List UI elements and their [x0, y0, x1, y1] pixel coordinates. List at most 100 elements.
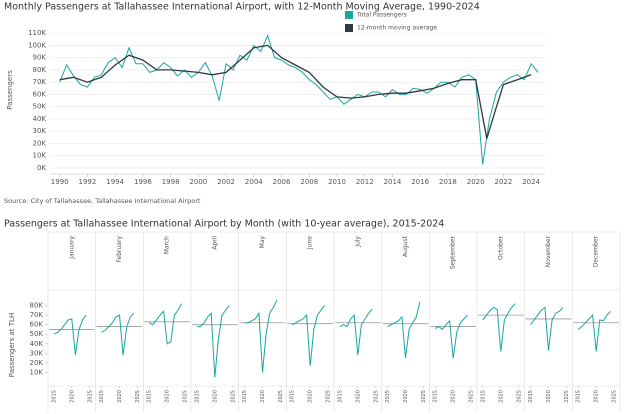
panel-label: September [450, 235, 457, 269]
y-tick-label: 20K [30, 359, 44, 367]
x-tick-label: 2000 [189, 178, 207, 186]
y-tick-label: 40K [33, 115, 47, 123]
legend-swatch [345, 24, 353, 32]
x-tick-label: 2025 [421, 390, 427, 403]
x-tick-label: 2020 [308, 390, 314, 403]
x-tick-label: 2015 [194, 390, 200, 403]
panel-label: July [354, 236, 361, 248]
y-tick-label: 70K [30, 311, 44, 319]
x-tick-label: 2015 [147, 390, 153, 403]
x-tick-label: 2020 [117, 390, 123, 403]
x-tick-label: 2025 [373, 390, 379, 403]
y-tick-label: 110K [28, 29, 46, 37]
panel-label: November [545, 235, 552, 267]
x-tick-label: 2004 [245, 178, 263, 186]
y-tick-label: 20K [33, 139, 47, 147]
x-tick-label: 2025 [612, 390, 618, 403]
panel-label: March [164, 236, 171, 254]
x-tick-label: 2006 [273, 178, 291, 186]
panel-label: January [68, 236, 75, 260]
y-tick-label: 80K [33, 66, 47, 74]
y-tick-label: 70K [33, 78, 47, 86]
x-tick-label: 2016 [411, 178, 429, 186]
line-series [101, 312, 135, 356]
x-tick-label: 2015 [480, 390, 486, 403]
y-tick-label: 60K [30, 321, 44, 329]
panel-label: May [259, 236, 266, 249]
x-tick-label: 2020 [498, 390, 504, 403]
y-tick-label: 0K [37, 164, 46, 172]
x-tick-label: 2018 [439, 178, 457, 186]
y-tick-label: 100K [28, 41, 46, 49]
x-tick-label: 2025 [469, 390, 475, 403]
y-tick-label: 30K [30, 349, 44, 357]
x-tick-label: 2015 [433, 390, 439, 403]
line-series [530, 306, 564, 351]
y-tick-label: 40K [30, 340, 44, 348]
x-tick-label: 2020 [451, 390, 457, 403]
panel-label: October [497, 235, 504, 260]
x-tick-label: 2025 [87, 390, 93, 403]
x-tick-label: 2020 [546, 390, 552, 403]
x-tick-label: 1998 [162, 178, 180, 186]
x-tick-label: 2014 [384, 178, 402, 186]
x-tick-label: 2015 [385, 390, 391, 403]
panel-label: February [116, 236, 123, 263]
y-tick-label: 10K [30, 368, 44, 376]
y-tick-label: 50K [30, 330, 44, 338]
x-tick-label: 2020 [212, 390, 218, 403]
line-series [148, 303, 182, 345]
line-series [291, 305, 325, 366]
legend-swatch [345, 11, 353, 19]
x-tick-label: 1992 [79, 178, 97, 186]
x-tick-label: 2015 [528, 390, 534, 403]
x-tick-label: 2015 [290, 390, 296, 403]
x-tick-label: 2020 [403, 390, 409, 403]
x-tick-label: 2015 [576, 390, 582, 403]
y-tick-label: 90K [33, 54, 47, 62]
line-series [196, 305, 230, 378]
panel-label: August [402, 235, 409, 257]
legend-label: Total Passengers [356, 12, 407, 19]
x-tick-label: 2025 [564, 390, 570, 403]
panel-label: June [307, 236, 314, 250]
x-tick-label: 2020 [165, 390, 171, 403]
x-tick-label: 2025 [516, 390, 522, 403]
line-series [59, 44, 532, 139]
y-tick-label: 30K [33, 127, 47, 135]
x-tick-label: 2020 [69, 390, 75, 403]
x-tick-label: 2025 [326, 390, 332, 403]
x-tick-label: 2012 [356, 178, 374, 186]
y-tick-label: 10K [33, 152, 47, 160]
line-series [482, 303, 516, 352]
chart-title: Monthly Passengers at Tallahassee Intern… [4, 2, 480, 13]
x-tick-label: 1994 [106, 178, 124, 186]
x-tick-label: 2002 [217, 178, 235, 186]
x-tick-label: 2020 [594, 390, 600, 403]
x-tick-label: 2025 [183, 390, 189, 403]
chart-title: Passengers at Tallahassee International … [4, 219, 444, 230]
line-series [339, 309, 373, 356]
y-axis-label: Passengers [6, 70, 14, 110]
x-tick-label: 2020 [467, 178, 485, 186]
x-tick-label: 2025 [230, 390, 236, 403]
x-tick-label: 1996 [134, 178, 152, 186]
x-tick-label: 2015 [51, 390, 57, 403]
panel-label: April [211, 236, 218, 250]
y-tick-label: 80K [30, 302, 44, 310]
x-tick-label: 2024 [522, 178, 540, 186]
y-tick-label: 50K [33, 103, 47, 111]
x-tick-label: 2020 [260, 390, 266, 403]
x-tick-label: 2025 [278, 390, 284, 403]
source: Source: City of Tallahassee, Tallahassee… [4, 197, 201, 205]
x-tick-label: 1990 [51, 178, 69, 186]
line-series [577, 310, 611, 352]
line-series [59, 34, 539, 165]
x-tick-label: 2015 [242, 390, 248, 403]
y-axis-label: Passengers at TLH [8, 313, 16, 377]
panel-label: December [593, 235, 600, 267]
x-tick-label: 2015 [337, 390, 343, 403]
legend-label: 12-month moving average [357, 25, 437, 32]
x-tick-label: 2025 [135, 390, 141, 403]
